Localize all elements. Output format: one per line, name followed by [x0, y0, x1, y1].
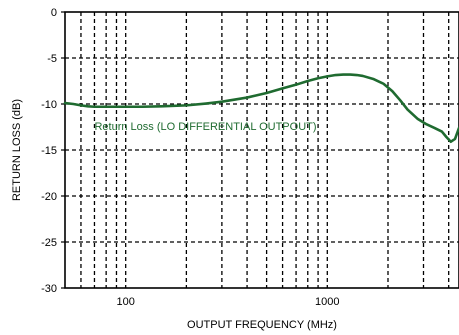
grid	[65, 12, 459, 288]
y-tick-label: -15	[41, 145, 57, 157]
x-tick-label: 1000	[315, 296, 339, 308]
y-tick-label: -20	[41, 191, 57, 203]
series-line	[63, 73, 459, 144]
y-tick-label: 0	[51, 7, 57, 19]
x-axis-title: OUTPUT FREQUENCY (MHz)	[187, 319, 337, 331]
series-annotation: Return Loss (LO DIFFERENTIAL OUTPOUT)	[94, 121, 316, 133]
y-tick-label: -10	[41, 99, 57, 111]
series-group	[63, 73, 459, 144]
x-tick-label: 100	[117, 296, 135, 308]
y-axis-title: RETURN LOSS (dB)	[11, 99, 23, 201]
y-tick-label: -25	[41, 237, 57, 249]
y-axis: 0 -5 -10 -15 -20 -25 -30	[41, 7, 65, 295]
y-tick-label: -30	[41, 283, 57, 295]
y-tick-label: -5	[47, 53, 57, 65]
x-axis: 100 1000	[117, 296, 340, 308]
